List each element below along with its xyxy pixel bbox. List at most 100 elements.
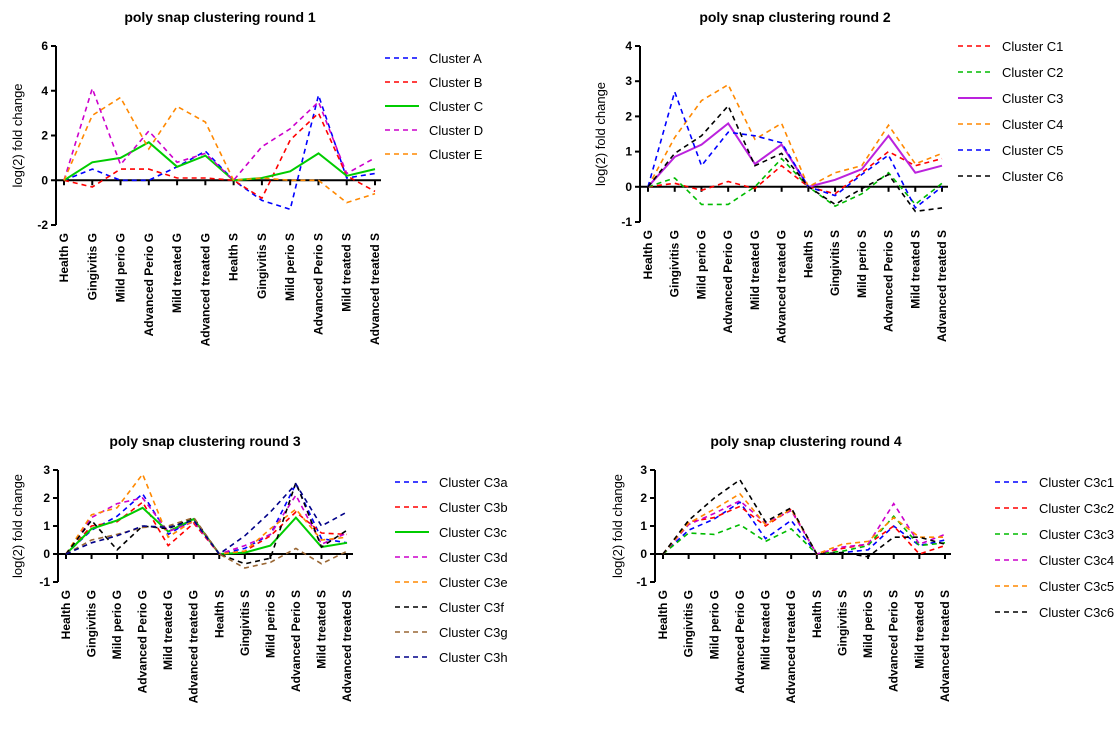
x-category-label: Mild treated S (908, 230, 922, 309)
y-tick-label: 0 (625, 180, 632, 194)
x-category-label: Gingivitis G (682, 590, 696, 657)
y-tick-label: 1 (640, 519, 647, 533)
y-tick-label: 0 (43, 547, 50, 561)
x-category-label: Mild perio G (110, 590, 124, 659)
legend-entry: Cluster C3c2 (1039, 501, 1114, 516)
x-category-label: Advanced treated S (935, 230, 949, 342)
x-category-label: Advanced Perio S (887, 590, 901, 692)
y-axis-label: log(2) fold change (10, 83, 25, 187)
x-category-label: Advanced treated S (368, 233, 382, 345)
series-line-3 (65, 506, 348, 556)
x-category-label: Health S (801, 230, 815, 278)
series-line-3 (63, 140, 376, 182)
x-category-label: Mild perio S (283, 233, 297, 301)
legend-entry: Cluster C3b (439, 500, 508, 515)
y-tick-label: 3 (625, 74, 632, 88)
chart-title: poly snap clustering round 4 (710, 433, 902, 449)
legend-entry: Cluster C3c6 (1039, 605, 1114, 620)
series-line-1 (662, 501, 946, 555)
legend-entry: Cluster C (429, 99, 483, 114)
legend-entry: Cluster C3a (439, 475, 508, 490)
x-category-label: Mild perio S (861, 590, 875, 658)
series-line-4 (662, 499, 946, 555)
series-line-2 (63, 111, 376, 200)
series-line-8 (65, 482, 348, 556)
x-category-label: Advanced Perio S (311, 233, 325, 335)
x-category-label: Health S (227, 233, 241, 281)
y-tick-label: 2 (640, 491, 647, 505)
x-category-label: Gingivitis S (828, 230, 842, 296)
series-line-5 (662, 492, 945, 555)
y-tick-label: -1 (636, 575, 647, 589)
legend-entry: Cluster C1 (1002, 39, 1063, 54)
x-category-label: Health G (641, 230, 655, 279)
y-tick-label: 0 (640, 547, 647, 561)
y-axis-label: log(2) fold change (610, 474, 625, 578)
y-tick-label: 4 (41, 84, 48, 98)
x-category-label: Advanced treated G (187, 590, 201, 703)
x-category-label: Mild perio G (114, 233, 128, 302)
x-category-label: Health G (656, 590, 670, 639)
series-line-3 (647, 121, 943, 188)
x-category-label: Advanced treated G (198, 233, 212, 346)
series-line-6 (647, 104, 943, 213)
x-category-label: Mild treated S (912, 590, 926, 669)
x-category-label: Mild perio G (694, 230, 708, 299)
x-category-label: Mild perio S (263, 590, 277, 658)
y-tick-label: 3 (43, 463, 50, 477)
y-tick-label: 2 (41, 129, 48, 143)
y-tick-label: 6 (41, 39, 48, 53)
y-tick-label: -1 (621, 215, 632, 229)
series-line-1 (647, 150, 943, 195)
x-category-label: Gingivitis S (255, 233, 269, 299)
y-tick-label: 1 (625, 145, 632, 159)
x-category-label: Advanced Perio S (882, 230, 896, 332)
legend-entry: Cluster C3g (439, 625, 508, 640)
x-category-label: Mild treated G (161, 590, 175, 670)
x-category-label: Mild treated G (759, 590, 773, 670)
x-category-label: Advanced treated S (340, 590, 354, 702)
x-category-label: Mild perio G (707, 590, 721, 659)
x-category-label: Gingivitis S (238, 590, 252, 656)
y-tick-label: -1 (39, 575, 50, 589)
chart-panel-1: poly snap clustering round 1 log(2) fold … (10, 9, 483, 346)
legend-entry: Cluster C3f (439, 600, 504, 615)
x-category-label: Advanced Perio G (721, 230, 735, 333)
chart-panel-4: poly snap clustering round 4 log(2) fold … (610, 433, 1114, 703)
series-line-5 (647, 89, 943, 210)
x-category-label: Gingivitis S (835, 590, 849, 656)
y-tick-label: 3 (640, 463, 647, 477)
series-line-7 (65, 516, 348, 569)
legend-entry: Cluster C5 (1002, 143, 1063, 158)
legend-entry: Cluster A (429, 51, 482, 66)
legend-entry: Cluster C2 (1002, 65, 1063, 80)
x-category-label: Health S (212, 590, 226, 638)
x-category-label: Mild treated G (748, 230, 762, 310)
series-line-1 (63, 92, 376, 211)
y-tick-label: 2 (625, 109, 632, 123)
legend-entry: Cluster C6 (1002, 169, 1063, 184)
x-category-label: Mild treated S (314, 590, 328, 669)
x-category-label: Health G (59, 590, 73, 639)
series-line-4 (647, 83, 943, 188)
x-category-label: Advanced Perio G (733, 590, 747, 693)
y-tick-label: 4 (625, 39, 632, 53)
y-axis-label: log(2) fold change (10, 474, 25, 578)
y-tick-label: -2 (37, 218, 48, 232)
y-tick-label: 1 (43, 519, 50, 533)
chart-panel-3: poly snap clustering round 3 log(2) fold … (10, 433, 508, 703)
x-category-label: Gingivitis G (668, 230, 682, 297)
series-line-5 (65, 472, 348, 555)
legend-entry: Cluster C4 (1002, 117, 1063, 132)
x-category-label: Advanced treated S (938, 590, 952, 702)
legend-entry: Cluster C3 (1002, 91, 1063, 106)
series-line-5 (63, 96, 376, 204)
series-line-4 (63, 86, 376, 182)
legend-entry: Cluster C3h (439, 650, 508, 665)
series-line-2 (647, 157, 943, 208)
legend-entry: Cluster D (429, 123, 483, 138)
legend-entry: Cluster C3d (439, 550, 508, 565)
x-category-label: Advanced Perio G (142, 233, 156, 336)
chart-title: poly snap clustering round 1 (124, 9, 316, 25)
